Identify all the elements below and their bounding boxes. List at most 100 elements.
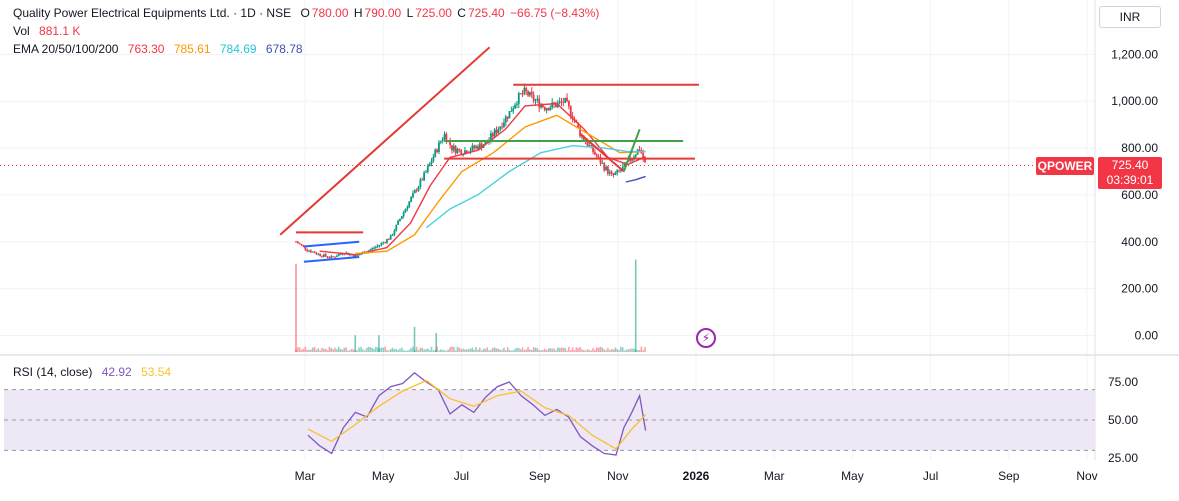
- volume-bar: [517, 347, 520, 352]
- volume-bar: [324, 348, 327, 352]
- candle-body: [438, 142, 440, 152]
- volume-bar: [421, 347, 424, 352]
- rsi-lines: [4, 372, 1095, 456]
- candle-body: [555, 104, 557, 108]
- volume-bar: [488, 350, 490, 352]
- candle-body: [460, 149, 463, 155]
- candle-body: [536, 98, 539, 101]
- volume-bar: [506, 347, 509, 352]
- volume-bar: [486, 347, 489, 352]
- volume-spike-bar: [435, 333, 438, 352]
- volume-bar: [577, 348, 579, 352]
- volume-bar: [603, 349, 605, 352]
- volume-bar: [465, 349, 468, 352]
- ohlc-open: 780.00: [311, 6, 349, 20]
- candle-body: [311, 251, 314, 253]
- volume-bar: [453, 346, 455, 352]
- volume-bar: [536, 348, 539, 352]
- volume-bar: [582, 349, 585, 352]
- volume-bar: [393, 349, 396, 352]
- volume-bar: [323, 348, 325, 352]
- candle-body: [590, 145, 593, 146]
- price-tick-label: 1,200.00: [1111, 47, 1158, 61]
- volume-bar: [633, 348, 635, 352]
- volume-bar: [495, 348, 498, 352]
- volume-bar: [599, 346, 602, 352]
- volume-bar: [621, 347, 624, 352]
- candle-body: [577, 122, 580, 128]
- price-tag: 725.40 03:39:01: [1098, 157, 1162, 189]
- candle-body: [638, 149, 641, 151]
- candle-body: [430, 161, 433, 164]
- candle-body: [428, 163, 431, 167]
- volume-bars: [295, 259, 646, 352]
- volume-bar: [538, 350, 541, 352]
- volume-bar: [297, 347, 299, 352]
- ohlc-o-label: O: [300, 6, 310, 20]
- candle-body: [413, 190, 416, 194]
- ema-lines: [319, 102, 646, 256]
- volume-bar: [343, 347, 346, 352]
- volume-bar: [601, 347, 604, 352]
- candle-body: [436, 149, 438, 152]
- volume-spike-bar: [378, 335, 380, 352]
- volume-bar: [328, 346, 331, 352]
- candle-body: [562, 101, 565, 103]
- volume-bar: [588, 350, 591, 352]
- candle-body: [319, 253, 322, 256]
- volume-bar: [594, 349, 596, 352]
- volume-bar: [454, 350, 457, 352]
- candle-body: [521, 93, 524, 95]
- volume-bar: [464, 349, 466, 352]
- candle-body: [412, 193, 414, 198]
- candle-body: [601, 163, 604, 164]
- lightning-bolt-icon[interactable]: ⚡︎: [696, 328, 716, 348]
- candle-body: [432, 156, 435, 162]
- candle-body: [332, 256, 335, 258]
- candle-body: [335, 256, 338, 258]
- candle-body: [608, 171, 611, 174]
- candle-body: [341, 253, 344, 255]
- volume-bar: [417, 350, 420, 352]
- candle-body: [497, 129, 500, 134]
- volume-bar: [631, 348, 633, 352]
- candle-body: [419, 179, 422, 187]
- ohlc-low: 725.00: [415, 6, 452, 20]
- volume-bar: [362, 349, 364, 352]
- candle-body: [315, 253, 318, 255]
- volume-bar: [399, 348, 401, 352]
- candle-body: [558, 101, 561, 103]
- volume-bar: [308, 349, 310, 352]
- candle-body: [529, 91, 531, 96]
- volume-spike-bar: [295, 263, 297, 352]
- candle-body: [588, 145, 591, 146]
- volume-spike-bar: [634, 259, 637, 352]
- symbol-tag: QPOWER: [1036, 157, 1094, 175]
- candle-body: [417, 186, 420, 191]
- volume-bar: [477, 349, 479, 352]
- candle-body: [477, 146, 479, 150]
- candle-body: [523, 87, 526, 95]
- candle-body: [308, 250, 310, 252]
- ohlc-h-label: H: [353, 6, 363, 20]
- candle-body: [599, 157, 602, 164]
- volume-bar: [618, 350, 620, 352]
- candle-body: [393, 230, 396, 235]
- volume-bar: [415, 346, 418, 352]
- volume-bar: [501, 349, 503, 352]
- volume-bar: [551, 348, 553, 352]
- volume-bar: [516, 347, 518, 352]
- volume-bar: [508, 349, 511, 352]
- candle-body: [534, 100, 537, 101]
- candle-body: [386, 239, 388, 243]
- volume-bar: [315, 349, 318, 352]
- candle-body: [506, 116, 509, 119]
- currency-button[interactable]: INR: [1099, 6, 1161, 28]
- volume-bar: [350, 348, 353, 352]
- volume-bar: [339, 348, 342, 352]
- volume-bar: [584, 350, 587, 352]
- price-tag-countdown: 03:39:01: [1106, 173, 1154, 187]
- volume-bar: [438, 350, 440, 352]
- volume-bar: [510, 350, 513, 352]
